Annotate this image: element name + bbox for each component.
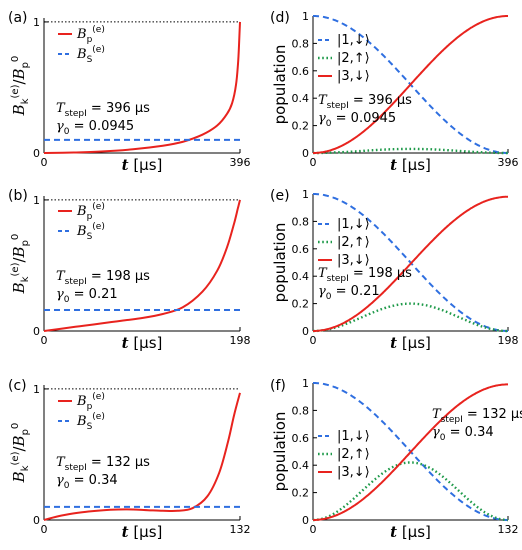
y-axis-label: Bk(e)/Bp0 (10, 423, 31, 484)
y-tick-label: 1 (33, 16, 40, 29)
x-tick-label: 0 (310, 523, 317, 536)
y-tick-label: 0.8 (292, 215, 310, 228)
legend-label: |3,↓⟩ (337, 69, 370, 84)
chart-panel-2: (d) 0 0.2 0.4 0.6 0.8 1 0 396 t [µs] population |1,… (270, 10, 519, 174)
x-tick-label: 198 (230, 334, 251, 347)
x-axis-label: t [µs] (122, 523, 163, 541)
series-line-1 (43, 21, 241, 154)
x-axis-label: t [µs] (390, 156, 431, 174)
series-line-2 (313, 147, 508, 155)
panel-label: (b) (8, 188, 28, 204)
legend-label: |1,↓⟩ (337, 429, 370, 444)
x-tick-label: 198 (498, 334, 519, 347)
chart-panel-6: (f) 0 0.2 0.4 0.6 0.8 1 0 132 t [µs] population |1,… (270, 377, 522, 541)
annotation-text: TstepI = 132 µs (56, 455, 150, 473)
chart-panel-5: (c) 0 1 0 132 t [µs] Bk(e)/Bp0 Bp(e)BS(e) TstepI… (8, 378, 251, 541)
series-line-3 (313, 195, 509, 332)
y-tick-label: 1 (33, 383, 40, 396)
annotation-text: γ0 = 0.21 (56, 287, 118, 305)
y-tick-label: 0 (302, 325, 309, 338)
y-tick-label: 0.4 (292, 459, 310, 472)
annotation-text: γ0 = 0.34 (432, 425, 494, 443)
y-tick-label: 1 (33, 194, 40, 207)
y-tick-label: 0.8 (292, 404, 310, 417)
x-axis-label: t [µs] (390, 334, 431, 352)
x-tick-label: 0 (41, 156, 48, 169)
legend-label: |2,↑⟩ (337, 235, 370, 250)
x-tick-label: 396 (498, 156, 519, 169)
y-tick-label: 1 (302, 377, 309, 390)
y-axis-label: population (271, 412, 289, 492)
legend-label: |3,↓⟩ (337, 253, 370, 268)
y-tick-label: 0 (33, 147, 40, 160)
annotation-text: TstepI = 198 µs (318, 266, 412, 284)
y-tick-label: 0.8 (292, 37, 310, 50)
y-tick-label: 0.2 (292, 120, 310, 133)
panel-label: (a) (8, 10, 28, 26)
y-tick-label: 1 (302, 10, 309, 23)
annotation-text: γ0 = 0.0945 (318, 111, 396, 129)
x-tick-label: 0 (310, 156, 317, 169)
annotation-text: TstepI = 396 µs (56, 101, 150, 119)
annotation-text: γ0 = 0.34 (56, 473, 118, 491)
y-tick-label: 0 (33, 514, 40, 527)
y-axis-label: population (271, 223, 289, 303)
y-tick-label: 0.2 (292, 298, 310, 311)
y-axis-label: Bk(e)/Bp0 (10, 56, 31, 117)
y-tick-label: 0.6 (292, 432, 310, 445)
annotation-text: γ0 = 0.0945 (56, 119, 134, 137)
legend-label: BS(e) (76, 45, 105, 65)
chart-panel-1: (a) 0 1 0 396 t [µs] Bk(e)/Bp0 Bp(e)BS(e) TstepI… (8, 10, 251, 174)
x-tick-label: 396 (230, 156, 251, 169)
legend-label: Bp(e) (76, 392, 105, 412)
x-tick-label: 0 (41, 523, 48, 536)
x-tick-label: 132 (230, 523, 251, 536)
panel-label: (f) (270, 378, 286, 394)
chart-panel-3: (b) 0 1 0 198 t [µs] Bk(e)/Bp0 Bp(e)BS(e) TstepI… (8, 188, 251, 352)
panel-label: (d) (270, 10, 290, 26)
series-line-2 (313, 302, 508, 333)
chart-panel-4: (e) 0 0.2 0.4 0.6 0.8 1 0 198 t [µs] population |1,… (270, 188, 519, 352)
series-line-3 (313, 383, 508, 521)
x-axis-label: t [µs] (390, 523, 431, 541)
x-axis-label: t [µs] (122, 334, 163, 352)
y-tick-label: 0 (33, 325, 40, 338)
legend-label: |3,↓⟩ (337, 465, 370, 480)
y-tick-label: 0.4 (292, 270, 310, 283)
panel-label: (c) (8, 378, 27, 394)
y-tick-label: 0 (302, 147, 309, 160)
annotation-text: TstepI = 396 µs (318, 93, 412, 111)
x-tick-label: 0 (310, 334, 317, 347)
y-tick-label: 0.2 (292, 487, 310, 500)
legend-label: |1,↓⟩ (337, 33, 370, 48)
series-line-3 (313, 14, 508, 154)
legend-label: BS(e) (76, 412, 105, 432)
legend-label: Bp(e) (76, 202, 105, 222)
annotation-text: TstepI = 132 µs (432, 407, 522, 425)
y-tick-label: 0.6 (292, 243, 310, 256)
series-line-1 (43, 392, 241, 521)
y-axis-label: population (271, 45, 289, 125)
legend-label: Bp(e) (76, 25, 105, 45)
legend-label: |2,↑⟩ (337, 447, 370, 462)
y-tick-label: 0 (302, 514, 309, 527)
y-axis-label: Bk(e)/Bp0 (10, 234, 31, 295)
panel-label: (e) (270, 188, 290, 204)
y-tick-label: 0.6 (292, 65, 310, 78)
series-line-1 (43, 199, 241, 332)
legend-label: BS(e) (76, 222, 105, 242)
legend-label: |2,↑⟩ (337, 51, 370, 66)
y-tick-label: 0.4 (292, 92, 310, 105)
annotation-text: TstepI = 198 µs (56, 269, 150, 287)
x-axis-label: t [µs] (122, 156, 163, 174)
x-tick-label: 0 (41, 334, 48, 347)
annotation-text: γ0 = 0.21 (318, 284, 380, 302)
y-tick-label: 1 (302, 188, 309, 201)
x-tick-label: 132 (498, 523, 519, 536)
legend-label: |1,↓⟩ (337, 217, 370, 232)
